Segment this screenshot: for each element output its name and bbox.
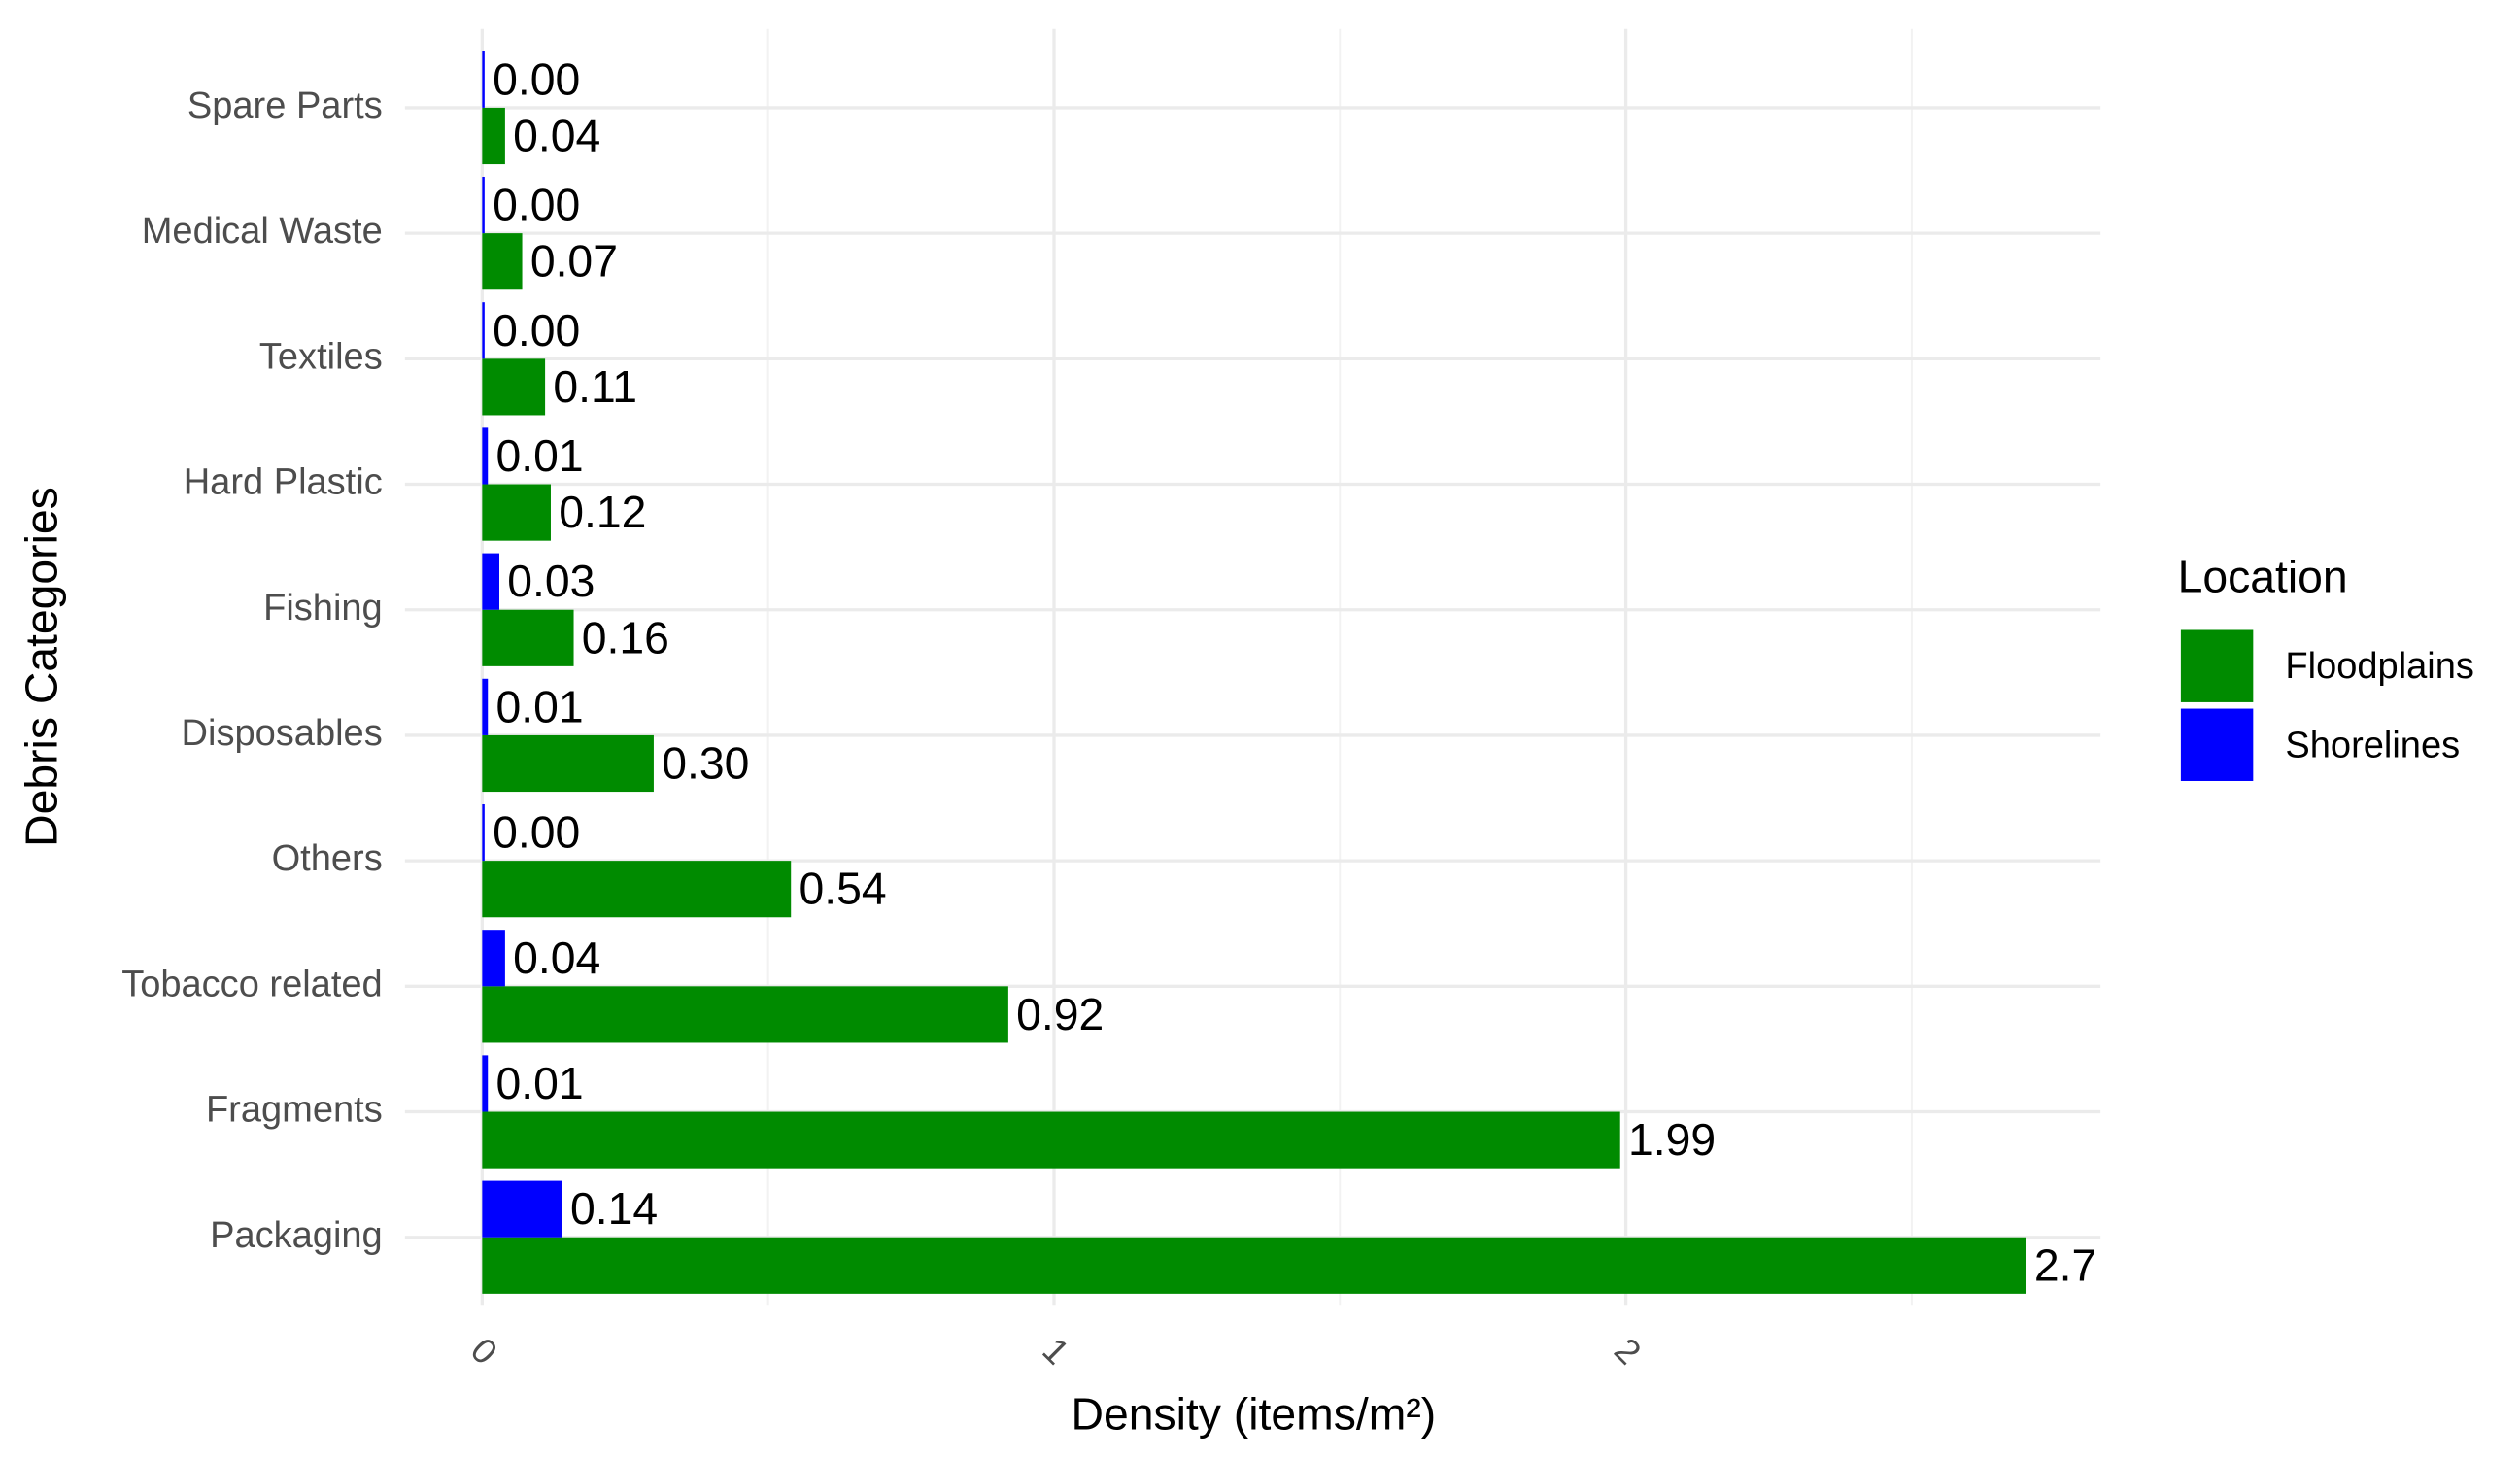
value-label: 0.16 [582,612,669,662]
value-label: 0.14 [570,1183,658,1234]
bar [482,803,485,862]
legend-label: Floodplains [2285,646,2474,687]
y-tick-label: Disposables [182,713,383,754]
value-label: 0.00 [493,807,580,858]
y-tick-label: Medical Waste [142,211,383,252]
y-tick-label: Fishing [263,588,383,628]
value-label: 0.01 [496,1058,584,1108]
value-label: 2.7 [2034,1239,2096,1290]
x-tick-label: 2 [1607,1330,1649,1372]
bar [482,233,523,290]
value-label: 0.04 [513,111,600,161]
legend-title: Location [2178,551,2348,601]
y-axis-title: Debris Categories [17,487,67,847]
value-label: 0.01 [496,430,584,481]
legend-label: Shorelines [2285,725,2460,765]
bar [482,176,485,234]
value-label: 0.00 [493,180,580,230]
x-axis-title: Density (items/m²) [1072,1388,1437,1439]
value-label: 0.03 [507,556,595,606]
legend-key [2180,629,2254,702]
bar [482,986,1008,1043]
x-tick-label: 1 [1035,1330,1076,1372]
x-tick-label: 0 [463,1330,505,1372]
y-tick-label: Tobacco related [121,964,383,1004]
value-label: 0.00 [493,305,580,356]
bar [482,427,489,485]
value-label: 0.07 [530,236,618,287]
value-label: 0.54 [799,864,886,914]
y-tick-label: Packaging [210,1215,383,1256]
bar [482,609,574,666]
bar [482,358,546,416]
value-label: 0.92 [1016,989,1104,1039]
value-label: 0.00 [493,53,580,104]
y-tick-label: Spare Parts [187,85,383,126]
value-label: 0.04 [513,933,600,983]
bar [482,1237,2026,1294]
bar [482,734,654,793]
bar [482,107,505,165]
plot: Density (items/m²) Debris Categories Loc… [17,28,2474,1439]
legend-key [2180,708,2254,781]
bar [482,51,485,108]
bar [482,1055,489,1112]
bar [482,930,505,987]
bar [482,861,792,918]
y-tick-label: Hard Plastic [184,462,383,503]
value-label: 1.99 [1628,1114,1716,1165]
y-tick-label: Textiles [259,336,383,377]
value-label: 0.01 [496,681,584,731]
y-tick-label: Fragments [206,1090,383,1131]
bar [482,1180,562,1238]
value-label: 0.11 [553,361,637,412]
bar [482,484,551,541]
value-label: 0.12 [559,487,646,537]
bar [482,1111,1620,1169]
bar [482,302,485,359]
bar [482,678,489,735]
y-tick-label: Others [272,838,383,879]
bar [482,553,500,610]
value-label: 0.30 [662,738,749,789]
